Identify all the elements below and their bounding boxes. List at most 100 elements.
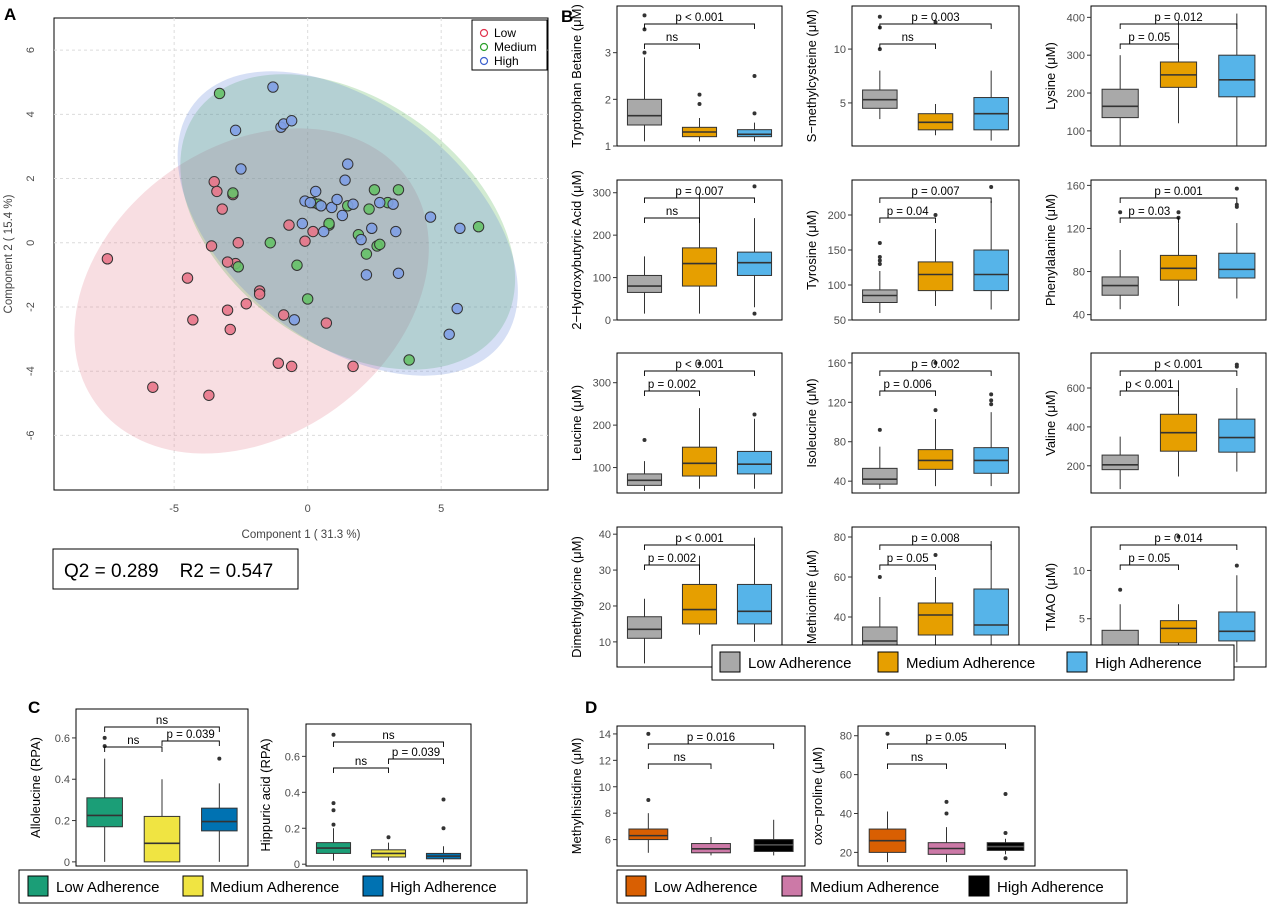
pca-point-low xyxy=(299,235,311,247)
bracket-label: p = 0.016 xyxy=(687,732,735,744)
box-low xyxy=(86,735,123,862)
legend-b-medium-label: Medium Adherence xyxy=(906,655,1035,672)
bracket-label: ns xyxy=(902,32,914,44)
y-tick-label: 60 xyxy=(834,572,846,584)
outlier-point xyxy=(697,92,702,97)
significance-bracket: ns xyxy=(644,32,700,49)
bracket-line xyxy=(333,767,389,773)
pca-point-medium xyxy=(227,187,239,199)
significance-bracket: p < 0.001 xyxy=(644,12,755,29)
outlier-point xyxy=(877,575,882,579)
significance-bracket: p = 0.05 xyxy=(1119,553,1179,570)
boxplot-frame xyxy=(616,352,783,494)
bracket-line xyxy=(388,758,444,764)
bracket-label: ns xyxy=(911,752,923,764)
bracket-line xyxy=(1119,370,1238,376)
pca-point-medium xyxy=(392,184,405,196)
y-tick-label: 200 xyxy=(1067,88,1085,100)
pca-ellipse-high xyxy=(177,71,518,376)
bracket-line xyxy=(879,197,992,203)
y-tick-label: 50 xyxy=(834,315,846,327)
box-low xyxy=(628,731,669,853)
box-high xyxy=(973,185,1009,310)
y-tick-label: 5 xyxy=(840,98,846,110)
outlier-point xyxy=(386,835,391,840)
pca-point-high xyxy=(360,269,373,281)
pca-y-tick-label: 2 xyxy=(25,175,37,181)
pca-point-high xyxy=(288,314,301,326)
outlier-point xyxy=(752,184,757,189)
legend-b-high-label: High Adherence xyxy=(1095,655,1202,672)
pca-point-low xyxy=(347,360,359,373)
y-tick-label: 100 xyxy=(593,273,611,285)
y-tick-label: 40 xyxy=(599,529,611,541)
legend-d-medium-swatch xyxy=(781,875,803,897)
box-medium xyxy=(370,835,407,861)
boxplot-subplot: 100 200 300 400 Lysine (μM) p = 0.05 p = 0.012 xyxy=(1043,5,1267,147)
box-high xyxy=(201,756,238,862)
box-iqr xyxy=(973,588,1009,636)
bracket-line xyxy=(647,763,712,769)
bracket-line xyxy=(644,43,700,49)
box-high xyxy=(1218,563,1256,663)
y-tick-label: 20 xyxy=(840,847,852,859)
bracket-line xyxy=(1119,564,1179,570)
box-iqr xyxy=(1101,454,1139,471)
legend-c-high-swatch xyxy=(362,875,384,897)
box-medium xyxy=(917,553,954,665)
significance-bracket: p = 0.014 xyxy=(1119,533,1238,550)
pca-point-high xyxy=(229,124,242,137)
bracket-label: p < 0.001 xyxy=(1125,379,1173,391)
significance-bracket: p = 0.05 xyxy=(879,553,936,570)
significance-bracket: p = 0.002 xyxy=(644,553,700,570)
box-medium xyxy=(917,20,954,136)
y-tick-label: 8 xyxy=(605,808,611,820)
pca-point-medium xyxy=(374,238,386,251)
pca-point-low xyxy=(101,253,114,265)
pca-point-high xyxy=(267,81,279,93)
y-axis-label: 2−Hydroxybutyric Acid (μM) xyxy=(569,170,584,330)
significance-bracket: p < 0.001 xyxy=(644,533,755,550)
bracket-line xyxy=(1119,390,1179,396)
outlier-point xyxy=(933,20,938,25)
significance-bracket: p = 0.007 xyxy=(879,186,992,203)
box-iqr xyxy=(681,583,718,625)
boxplot-subplot: 40 80 120 160 Phenylalanine (μM) p = 0.03 p = … xyxy=(1043,179,1267,322)
boxplot-frame xyxy=(1090,352,1267,494)
bracket-line xyxy=(1119,197,1238,203)
pca-legend-low-label: Low xyxy=(494,26,516,40)
box-high xyxy=(425,797,462,863)
pca-point-low xyxy=(232,237,244,249)
legend-d-frame xyxy=(616,869,1128,904)
pca-point-medium xyxy=(472,221,485,233)
bracket-label: p = 0.002 xyxy=(911,359,959,371)
bracket-label: p = 0.03 xyxy=(1128,206,1170,218)
bracket-line xyxy=(644,390,700,396)
legend-d: Low Adherence Medium Adherence High Adhe… xyxy=(616,869,1128,904)
outlier-point xyxy=(1176,534,1181,539)
pca-point-high xyxy=(374,196,386,209)
legend-c-medium-label: Medium Adherence xyxy=(210,879,339,896)
pca-point-medium xyxy=(403,354,415,366)
y-tick-label: 40 xyxy=(840,809,852,821)
y-tick-label: 200 xyxy=(593,230,611,242)
box-iqr xyxy=(143,815,181,863)
legend-b-low-swatch xyxy=(719,651,741,673)
y-tick-label: 0.4 xyxy=(55,774,70,786)
outlier-point xyxy=(877,241,882,245)
box-low xyxy=(862,241,898,313)
legend-c-medium-swatch xyxy=(182,875,204,897)
pca-y-tick-label: -2 xyxy=(25,302,37,312)
boxplot-frame xyxy=(1090,179,1267,321)
pca-point-low xyxy=(205,240,218,252)
boxplot-frame xyxy=(851,5,1020,147)
outlier-point xyxy=(989,398,994,403)
bracket-label: p = 0.04 xyxy=(887,206,929,218)
y-tick-label: 200 xyxy=(593,420,611,432)
bracket-label: ns xyxy=(156,715,168,727)
bracket-label: p = 0.05 xyxy=(1128,32,1170,44)
outlier-point xyxy=(1003,792,1008,797)
significance-bracket: p = 0.012 xyxy=(1119,12,1238,29)
panel-letter-c: C xyxy=(28,698,40,717)
bracket-label: p = 0.002 xyxy=(648,379,696,391)
